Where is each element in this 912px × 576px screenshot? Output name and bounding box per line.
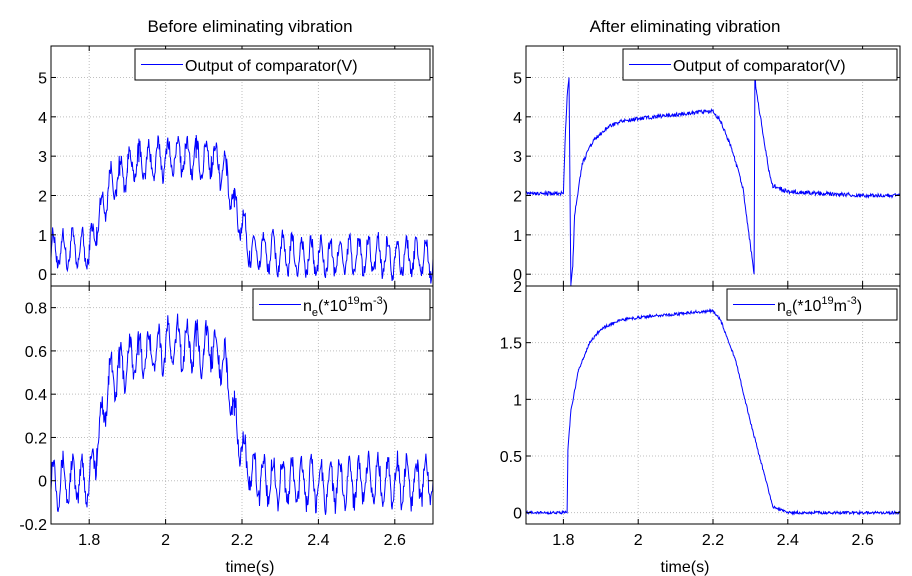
y-tick-label: 0.5 bbox=[500, 449, 522, 466]
legend-label: Output of comparator(V) bbox=[185, 58, 358, 75]
y-tick-label: 4 bbox=[513, 110, 522, 127]
y-tick-label: 2 bbox=[38, 189, 47, 206]
x-tick-label: 2.2 bbox=[231, 532, 253, 549]
y-tick-label: 0.2 bbox=[25, 430, 47, 447]
data-series-line bbox=[51, 313, 433, 515]
y-tick-label: 0.8 bbox=[25, 301, 47, 318]
y-tick-label: 0 bbox=[38, 267, 47, 284]
y-tick-label: 0 bbox=[513, 267, 522, 284]
legend: ne(*1019m-3) bbox=[726, 288, 898, 321]
data-series-line bbox=[526, 69, 900, 286]
y-tick-label: 0.4 bbox=[25, 387, 47, 404]
x-tick-label: 2.4 bbox=[777, 532, 799, 549]
y-tick-label: 2 bbox=[513, 279, 522, 296]
data-series-line bbox=[51, 134, 433, 284]
y-tick-label: 1.5 bbox=[500, 336, 522, 353]
y-tick-label: 5 bbox=[513, 70, 522, 87]
y-tick-label: 3 bbox=[38, 149, 47, 166]
y-tick-label: 3 bbox=[513, 149, 522, 166]
panel-1: -0.2 0 0.2 0.4 0.6 0.8 1.8 2 2.2 2.4 2.6 ne(*1019m-… bbox=[19, 285, 434, 549]
panel-3: 0 0.5 1 1.5 2 1.8 2 2.2 2.4 2.6 ne(*1019m-3) bbox=[500, 279, 901, 549]
x-tick-label: 2 bbox=[634, 532, 643, 549]
right-x-axis-label: time(s) bbox=[661, 559, 710, 576]
legend-label: Output of comparator(V) bbox=[673, 58, 846, 75]
y-tick-label: 5 bbox=[38, 70, 47, 87]
y-tick-label: 0.6 bbox=[25, 344, 47, 361]
panel-0: 0 1 2 3 4 5 Output of comparator(V) bbox=[38, 45, 434, 287]
x-tick-label: 1.8 bbox=[552, 532, 574, 549]
y-tick-label: 0 bbox=[513, 506, 522, 523]
data-series-line bbox=[526, 308, 900, 516]
y-tick-label: 1 bbox=[38, 228, 47, 245]
legend: ne(*1019m-3) bbox=[252, 288, 431, 321]
right-chart-title: After eliminating vibration bbox=[590, 17, 781, 36]
left-chart-title: Before eliminating vibration bbox=[147, 17, 352, 36]
legend-box bbox=[134, 48, 431, 81]
y-tick-label: -0.2 bbox=[19, 517, 47, 534]
legend-label: ne(*1019m-3) bbox=[777, 295, 862, 319]
x-tick-label: 2.4 bbox=[307, 532, 329, 549]
legend-label: ne(*1019m-3) bbox=[303, 295, 388, 319]
x-tick-label: 2.2 bbox=[702, 532, 724, 549]
y-tick-label: 2 bbox=[513, 189, 522, 206]
panel-2: 0 1 2 3 4 5 Output of comparator(V) bbox=[513, 45, 901, 287]
y-tick-label: 4 bbox=[38, 110, 47, 127]
plot-area bbox=[526, 286, 900, 524]
y-tick-label: 1 bbox=[513, 228, 522, 245]
x-tick-label: 2 bbox=[161, 532, 170, 549]
y-tick-label: 0 bbox=[38, 474, 47, 491]
x-tick-label: 1.8 bbox=[78, 532, 100, 549]
legend: Output of comparator(V) bbox=[622, 48, 898, 81]
legend: Output of comparator(V) bbox=[134, 48, 431, 81]
x-tick-label: 2.6 bbox=[384, 532, 406, 549]
left-x-axis-label: time(s) bbox=[226, 559, 275, 576]
y-tick-label: 1 bbox=[513, 392, 522, 409]
x-tick-label: 2.6 bbox=[851, 532, 873, 549]
